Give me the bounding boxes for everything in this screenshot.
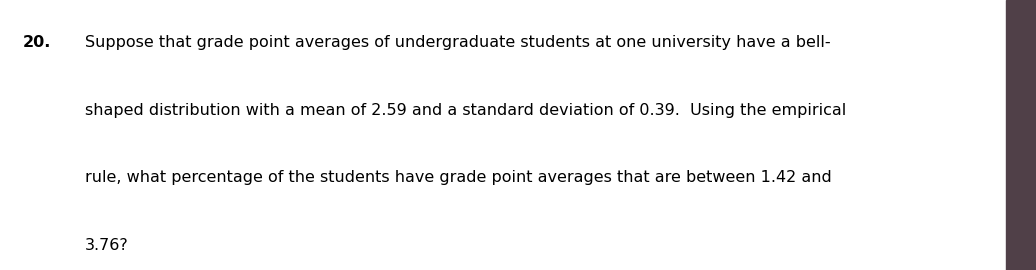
Text: 3.76?: 3.76? xyxy=(85,238,128,253)
Text: rule, what percentage of the students have grade point averages that are between: rule, what percentage of the students ha… xyxy=(85,170,832,185)
Text: shaped distribution with a mean of 2.59 and a standard deviation of 0.39.  Using: shaped distribution with a mean of 2.59 … xyxy=(85,103,846,118)
Text: Suppose that grade point averages of undergraduate students at one university ha: Suppose that grade point averages of und… xyxy=(85,35,831,50)
Text: 20.: 20. xyxy=(23,35,51,50)
